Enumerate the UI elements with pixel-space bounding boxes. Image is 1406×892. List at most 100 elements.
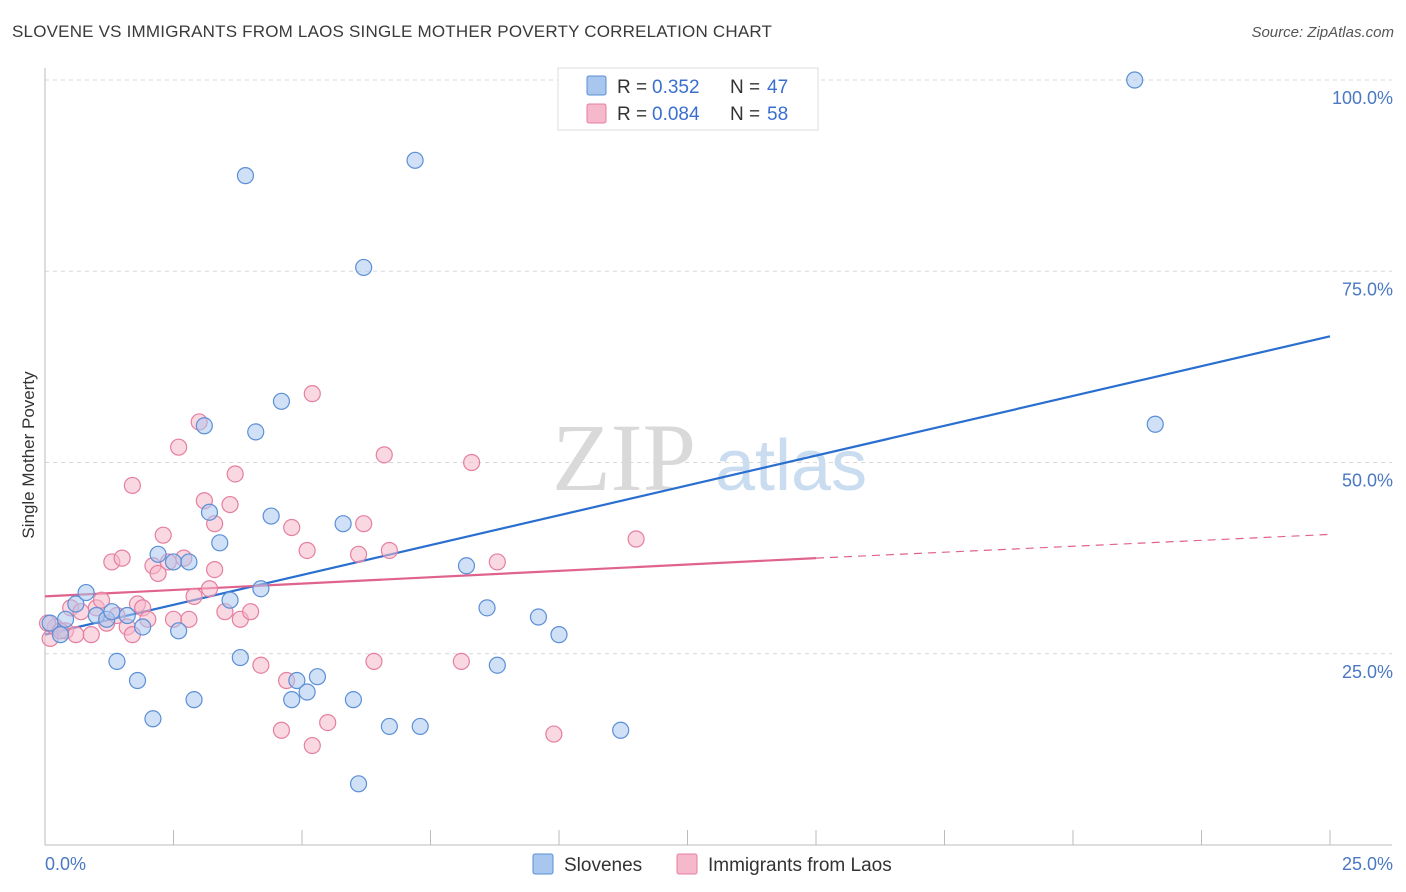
x-tick-label-0: 0.0% [45, 854, 86, 874]
laos-point [221, 495, 239, 514]
legend-swatch-slovenes [586, 75, 607, 96]
slovenes-point [164, 553, 183, 571]
slovenes-point [247, 423, 265, 441]
slovenes-point [457, 557, 476, 575]
slovenes-point [51, 626, 70, 644]
slovenes-trend-line [44, 335, 1331, 636]
slovenes-point [103, 603, 121, 621]
laos-point [180, 610, 198, 628]
laos-point [82, 626, 100, 644]
laos-point [92, 591, 111, 609]
slovenes-point [288, 671, 306, 690]
slovenes-point [488, 656, 506, 674]
slovenes-point [221, 591, 239, 609]
laos-point [149, 564, 167, 583]
slovenes-point [56, 610, 75, 628]
laos-point [355, 515, 373, 533]
laos-point [349, 545, 368, 563]
series-legend: Slovenes Immigrants from Laos [532, 853, 892, 876]
legend-r-value-1: 0.352 [652, 77, 700, 98]
slovenes-point [411, 717, 429, 736]
laos-trend-line [44, 557, 817, 598]
laos-point [303, 736, 321, 755]
laos-point [319, 713, 337, 732]
slovenes-point [149, 545, 167, 563]
laos-point [272, 721, 291, 739]
slovenes-point [200, 503, 219, 521]
laos-point [283, 518, 301, 537]
slovenes-point [478, 599, 496, 617]
laos-point [154, 526, 172, 544]
trend-lines [44, 335, 1331, 636]
laos-point [365, 652, 383, 671]
watermark: ZIP atlas [552, 404, 867, 511]
slovenes-point [118, 606, 136, 625]
slovenes-point [262, 507, 280, 525]
slovenes-point [195, 417, 213, 435]
slovenes-point [236, 167, 255, 185]
slovenes-point [308, 668, 327, 686]
laos-point [488, 553, 506, 571]
laos-point [170, 438, 188, 456]
bottom-legend-slovenes: Slovenes [564, 855, 642, 876]
laos-point [303, 385, 321, 403]
slovenes-point [128, 671, 147, 690]
laos-point [123, 476, 141, 495]
slovenes-point [349, 775, 368, 793]
laos-point [252, 656, 270, 674]
laos-point [242, 603, 260, 621]
slovenes-point [550, 626, 568, 644]
slovenes-point [108, 652, 126, 671]
slovenes-point [134, 618, 152, 636]
slovenes-point [1126, 71, 1144, 89]
slovenes-point [344, 691, 362, 709]
laos-point [380, 541, 398, 560]
bottom-swatch-laos [676, 853, 698, 875]
x-tick-labels: 0.0% 25.0% [45, 854, 1393, 874]
legend-n-value-1: 47 [767, 77, 788, 98]
laos-point [375, 446, 393, 464]
slovenes-point [283, 691, 301, 709]
slovenes-point [529, 608, 548, 626]
slovenes-point [334, 515, 352, 533]
slovenes-point [231, 648, 249, 667]
laos-point [452, 652, 470, 671]
watermark-atlas: atlas [715, 426, 867, 506]
laos-point [206, 560, 224, 579]
axes [44, 68, 1392, 846]
laos-point [226, 465, 244, 483]
laos-point [113, 549, 131, 567]
legend-n-label-1: N = [730, 77, 760, 98]
laos-point [627, 530, 645, 548]
x-tick-label-25: 25.0% [1342, 854, 1393, 874]
slovenes-point [144, 710, 162, 728]
laos-point [185, 587, 203, 605]
slovenes-point [170, 622, 188, 640]
slovenes-point [380, 717, 398, 736]
y-tick-label-50: 50.0% [1342, 471, 1393, 491]
bottom-swatch-slovenes [532, 853, 554, 875]
legend-swatch-laos [586, 103, 607, 124]
legend-n-label-2: N = [730, 104, 760, 125]
slovenes-point [211, 534, 229, 552]
data-points [38, 71, 1164, 793]
laos-trend-extension [815, 533, 1331, 559]
y-tick-labels: 100.0% 75.0% 50.0% 25.0% [1332, 88, 1393, 682]
laos-point [200, 580, 219, 598]
y-tick-label-100: 100.0% [1332, 88, 1393, 108]
slovenes-point [180, 553, 198, 571]
slovenes-point [298, 683, 316, 701]
legend-r-label-2: R = [617, 104, 647, 125]
slovenes-point [406, 151, 424, 169]
source-label: Source: ZipAtlas.com [1251, 24, 1394, 41]
slovenes-point [1146, 415, 1164, 433]
legend-r-label-1: R = [617, 77, 647, 98]
slovenes-point [185, 691, 203, 709]
legend-r-value-2: 0.084 [652, 104, 700, 125]
slovenes-point [67, 595, 85, 613]
bottom-legend-laos: Immigrants from Laos [708, 855, 892, 876]
grid-lines [45, 79, 1392, 655]
watermark-zip: ZIP [552, 404, 696, 511]
legend-n-value-2: 58 [767, 104, 788, 125]
